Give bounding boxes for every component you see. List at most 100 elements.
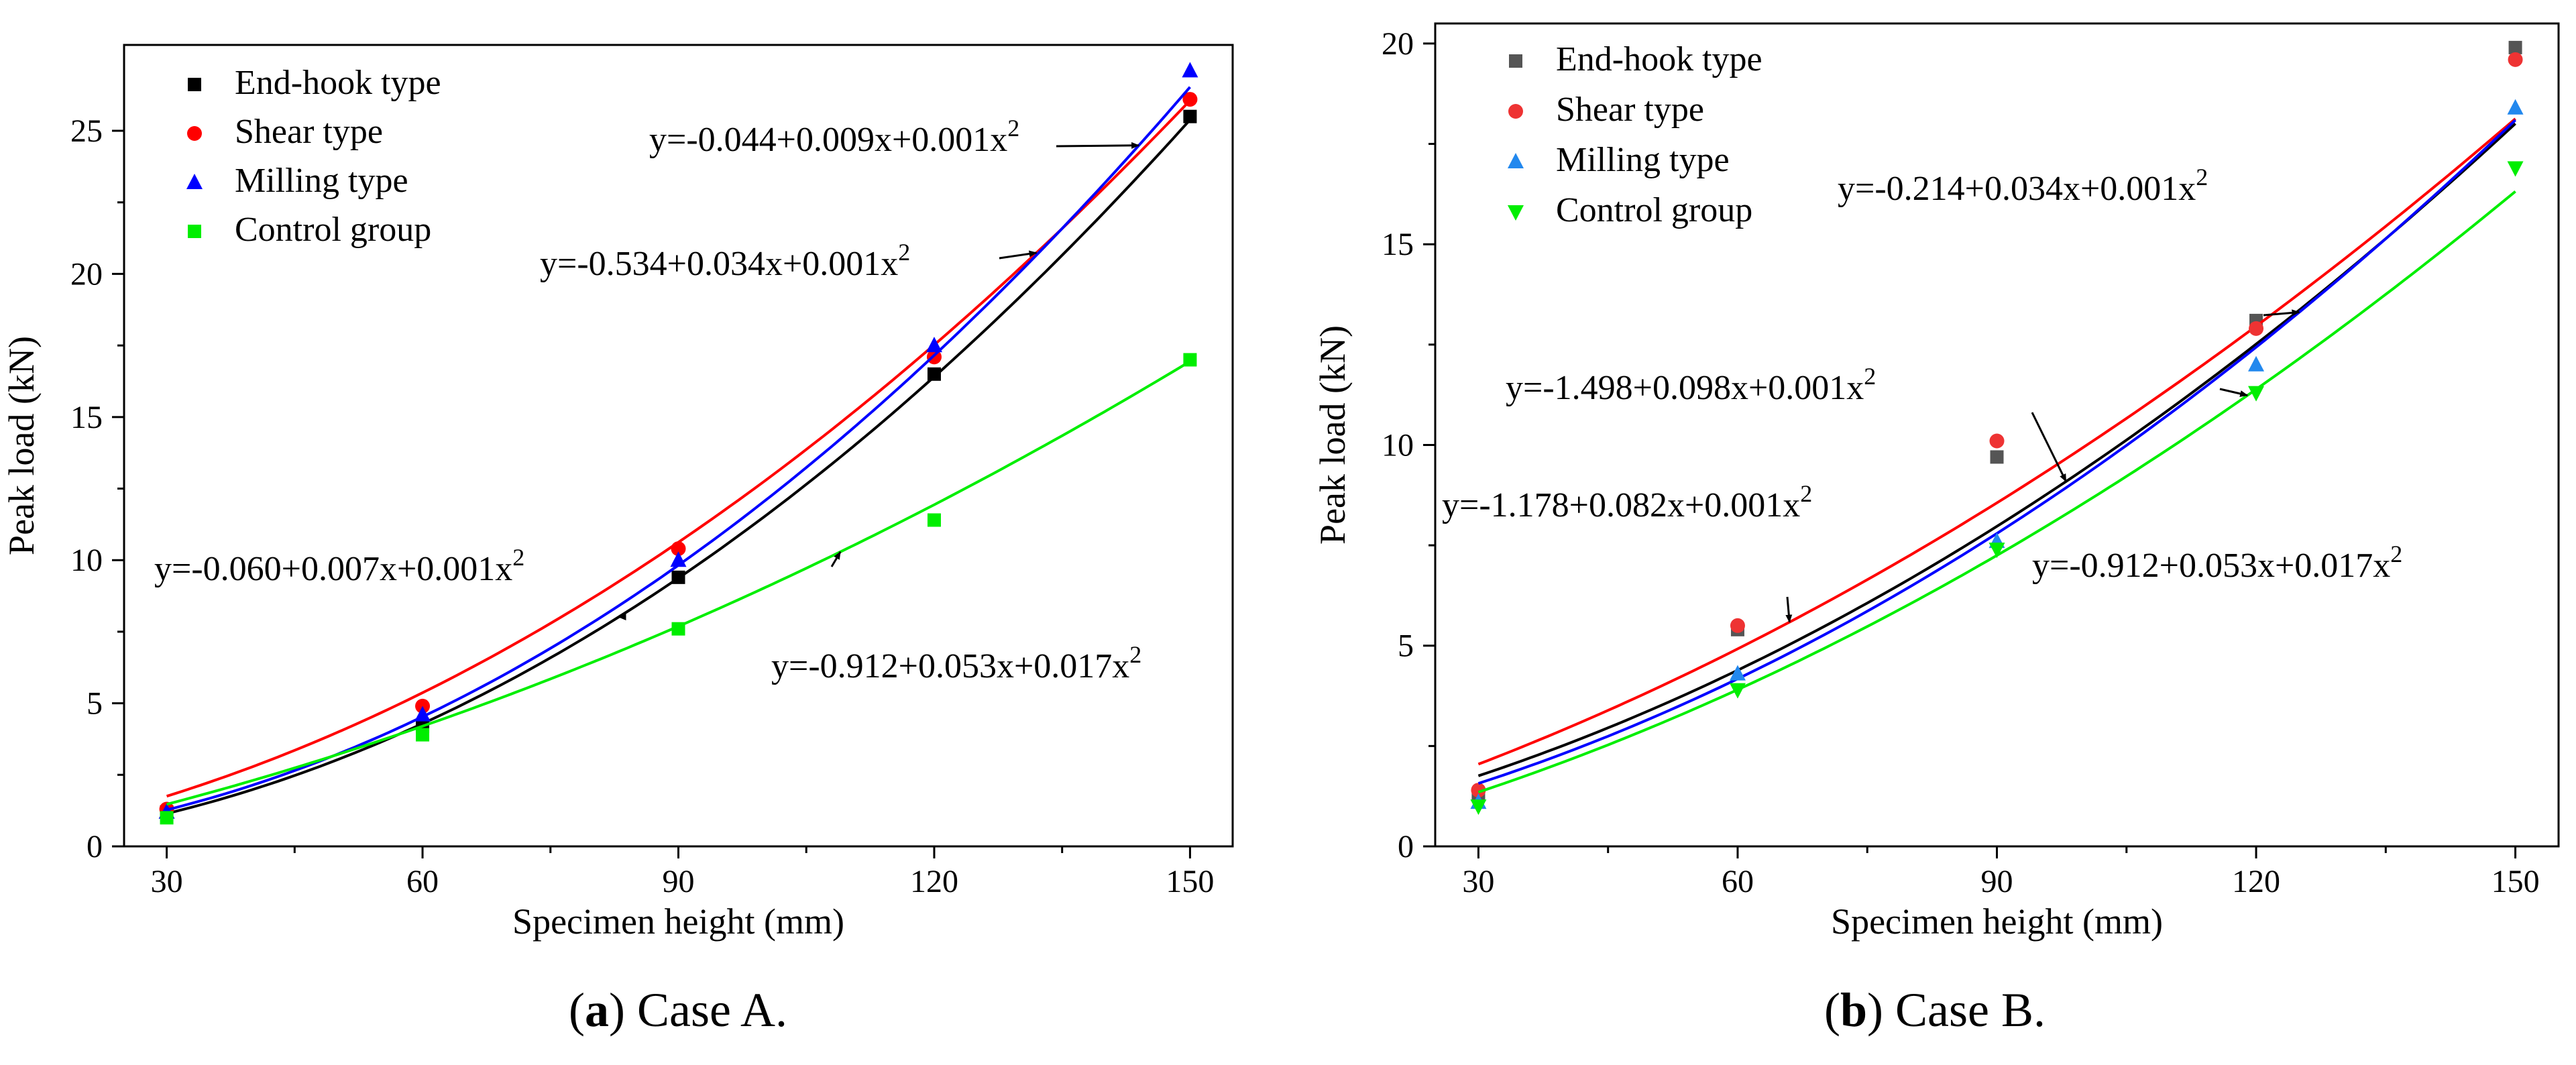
legend-label: Shear type bbox=[235, 113, 383, 151]
x-tick-label: 120 bbox=[910, 864, 958, 899]
fit-equation-superscript: 2 bbox=[2196, 164, 2208, 190]
fit-equation-label: y=-1.498+0.098x+0.001x2 bbox=[1506, 363, 1876, 407]
data-point-end-hook-type bbox=[928, 368, 941, 381]
x-tick-label: 30 bbox=[1462, 864, 1494, 899]
x-tick-label: 150 bbox=[2491, 864, 2540, 899]
y-tick-label: 15 bbox=[1382, 227, 1414, 262]
caption-close-paren: ) bbox=[609, 983, 625, 1037]
fit-equation-superscript: 2 bbox=[512, 544, 524, 571]
x-tick-label: 90 bbox=[663, 864, 695, 899]
data-point-control-group bbox=[928, 513, 941, 526]
y-axis-label: Peak load (kN) bbox=[1312, 325, 1353, 545]
x-tick-label: 60 bbox=[406, 864, 439, 899]
panel-case-a: 30 60 90 120 150 0 5 10 15 20 25 Specimen height (m… bbox=[1, 45, 1233, 1037]
x-tick-label: 120 bbox=[2232, 864, 2280, 899]
legend-marker bbox=[1509, 54, 1522, 68]
fit-curve-shear-type bbox=[167, 101, 1190, 796]
legend-marker bbox=[1508, 153, 1524, 168]
y-tick-label: 5 bbox=[87, 686, 103, 722]
legend-label: End-hook type bbox=[1556, 40, 1762, 78]
fit-equation-superscript: 2 bbox=[1007, 115, 1019, 142]
legend-marker bbox=[188, 78, 201, 91]
data-point-end-hook-type bbox=[1183, 110, 1196, 123]
legend-label: Control group bbox=[235, 211, 431, 249]
fit-equation-label: y=-1.178+0.082x+0.001x2 bbox=[1442, 480, 1812, 524]
legend-label: Shear type bbox=[1556, 91, 1704, 129]
y-tick-label: 0 bbox=[1398, 829, 1414, 864]
caption-letter: a bbox=[585, 983, 609, 1037]
data-point-end-hook-type bbox=[672, 571, 685, 584]
caption-open-paren: ( bbox=[569, 983, 585, 1037]
fit-equation-label: y=-0.534+0.034x+0.001x2 bbox=[540, 239, 910, 283]
panel-caption: (b) Case B. bbox=[1824, 983, 2046, 1037]
fit-equation-text: y=-1.178+0.082x+0.001x bbox=[1442, 486, 1800, 524]
legend-label: Milling type bbox=[235, 162, 408, 200]
legend-marker bbox=[1508, 104, 1523, 119]
fit-equation-superscript: 2 bbox=[1864, 363, 1876, 390]
data-point-control-group bbox=[2508, 161, 2524, 176]
fit-equation-text: y=-0.060+0.007x+0.001x bbox=[154, 550, 512, 588]
legend-label: End-hook type bbox=[235, 64, 441, 102]
x-axis-label: Specimen height (mm) bbox=[512, 901, 844, 942]
caption-open-paren: ( bbox=[1824, 983, 1840, 1037]
x-axis-label: Specimen height (mm) bbox=[1831, 901, 2163, 942]
data-point-shear-type bbox=[1990, 433, 2005, 448]
data-point-control-group bbox=[1989, 543, 2005, 558]
y-tick-label: 0 bbox=[87, 829, 103, 864]
y-tick-label: 10 bbox=[1382, 427, 1414, 463]
data-point-milling-type bbox=[671, 551, 687, 567]
fit-equation-label: y=-0.044+0.009x+0.001x2 bbox=[649, 115, 1019, 159]
data-point-shear-type bbox=[2508, 52, 2523, 67]
fit-equation-text: y=-0.044+0.009x+0.001x bbox=[649, 121, 1007, 159]
caption-close-paren: ) bbox=[1867, 983, 1883, 1037]
y-axis-label: Peak load (kN) bbox=[1, 336, 42, 555]
caption-text: Case B. bbox=[1883, 983, 2046, 1037]
panel-caption: (a) Case A. bbox=[569, 983, 787, 1037]
y-tick-label: 20 bbox=[1382, 26, 1414, 62]
fit-equation-text: y=-1.498+0.098x+0.001x bbox=[1506, 369, 1864, 407]
annotation-arrow bbox=[2220, 389, 2247, 396]
annotation-arrow bbox=[1787, 597, 1789, 622]
legend-label: Milling type bbox=[1556, 141, 1730, 179]
x-tick-label: 150 bbox=[1166, 864, 1214, 899]
x-tick-label: 90 bbox=[1981, 864, 2013, 899]
fit-equation-superscript: 2 bbox=[1800, 480, 1812, 507]
legend-marker bbox=[186, 174, 203, 189]
fit-equation-text: y=-0.912+0.053x+0.017x bbox=[2032, 547, 2390, 585]
legend-marker bbox=[188, 225, 201, 238]
y-tick-label: 10 bbox=[70, 543, 103, 578]
fit-equation-label: y=-0.214+0.034x+0.001x2 bbox=[1838, 164, 2208, 208]
data-point-milling-type bbox=[2248, 356, 2264, 372]
fit-equation-text: y=-0.214+0.034x+0.001x bbox=[1838, 170, 2196, 208]
y-tick-label: 15 bbox=[70, 400, 103, 435]
data-point-milling-type bbox=[1182, 62, 1198, 77]
data-point-shear-type bbox=[2249, 321, 2263, 336]
fit-equation-text: y=-0.912+0.053x+0.017x bbox=[771, 647, 1129, 685]
fit-equation-superscript: 2 bbox=[2390, 541, 2402, 567]
data-point-control-group bbox=[672, 622, 685, 636]
caption-letter: b bbox=[1840, 983, 1867, 1037]
caption-text: Case A. bbox=[625, 983, 787, 1037]
legend-label: Control group bbox=[1556, 191, 1752, 229]
legend-marker bbox=[1508, 205, 1524, 221]
fit-equation-label: y=-0.912+0.053x+0.017x2 bbox=[2032, 541, 2402, 585]
panel-case-b: 30 60 90 120 150 0 5 10 15 20 Specimen height (mm)… bbox=[1312, 23, 2559, 1037]
x-tick-label: 60 bbox=[1722, 864, 1754, 899]
data-point-control-group bbox=[1183, 353, 1196, 366]
fit-equation-label: y=-0.912+0.053x+0.017x2 bbox=[771, 641, 1141, 685]
legend-marker bbox=[187, 126, 202, 141]
data-point-shear-type bbox=[1730, 618, 1745, 633]
fit-equation-label: y=-0.060+0.007x+0.001x2 bbox=[154, 544, 524, 588]
data-point-end-hook-type bbox=[1991, 450, 2004, 463]
y-tick-label: 25 bbox=[70, 113, 103, 149]
data-point-control-group bbox=[416, 728, 429, 742]
fit-equation-superscript: 2 bbox=[1129, 641, 1141, 668]
y-tick-label: 20 bbox=[70, 256, 103, 292]
fit-equation-superscript: 2 bbox=[898, 239, 910, 266]
y-tick-label: 5 bbox=[1398, 628, 1414, 664]
data-point-milling-type bbox=[2508, 99, 2524, 115]
x-tick-label: 30 bbox=[151, 864, 183, 899]
fit-equation-text: y=-0.534+0.034x+0.001x bbox=[540, 245, 898, 283]
